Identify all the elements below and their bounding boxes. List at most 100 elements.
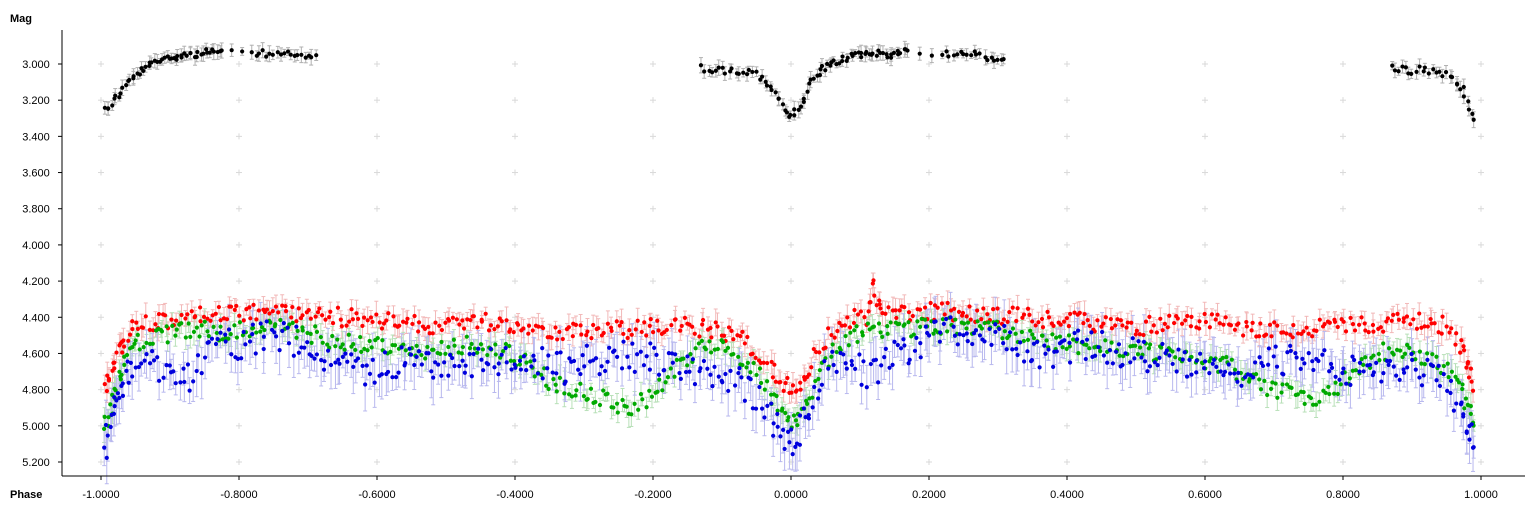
data-point — [360, 323, 365, 329]
data-point — [760, 74, 765, 79]
data-point — [1027, 312, 1032, 317]
data-point — [102, 445, 107, 450]
data-point — [1258, 387, 1264, 392]
data-point — [571, 358, 577, 364]
data-point — [436, 362, 441, 367]
data-point — [906, 310, 912, 315]
data-point — [1015, 306, 1020, 311]
data-point — [825, 61, 830, 66]
data-point — [567, 356, 572, 361]
data-point — [1405, 365, 1410, 370]
data-point — [702, 69, 707, 74]
data-point — [323, 317, 328, 322]
data-point — [218, 324, 223, 329]
data-point — [1413, 367, 1418, 372]
data-point — [1067, 344, 1072, 349]
data-point — [532, 358, 537, 363]
data-point — [121, 338, 126, 343]
data-point — [1409, 351, 1414, 357]
data-point — [234, 335, 239, 340]
data-point — [840, 58, 845, 64]
data-point — [636, 407, 641, 412]
data-point — [364, 363, 369, 368]
data-point — [776, 96, 781, 101]
data-point — [1422, 65, 1427, 70]
data-point — [333, 344, 338, 349]
data-point — [467, 346, 473, 351]
data-point — [1239, 383, 1244, 388]
data-point — [431, 375, 436, 380]
data-point — [1417, 375, 1422, 380]
data-point — [386, 311, 391, 316]
data-point — [1391, 364, 1396, 369]
data-point — [111, 411, 117, 416]
data-point — [1051, 364, 1056, 369]
data-point — [1337, 377, 1342, 382]
grid-cross — [788, 350, 794, 357]
data-point — [169, 317, 174, 322]
data-point — [917, 307, 923, 312]
data-point — [912, 348, 918, 353]
grid-cross — [1202, 278, 1208, 285]
data-point — [1137, 345, 1143, 350]
data-point — [948, 308, 954, 313]
data-point — [1443, 69, 1449, 75]
data-point — [1392, 68, 1398, 73]
data-point — [1143, 319, 1149, 324]
grid-cross — [926, 386, 932, 393]
data-point — [250, 325, 256, 331]
data-point — [1115, 317, 1120, 322]
data-point — [367, 338, 372, 344]
data-point — [312, 356, 317, 361]
data-point — [945, 329, 950, 334]
data-point — [713, 68, 718, 73]
data-point — [1147, 314, 1152, 319]
data-point — [102, 105, 107, 110]
data-point — [790, 383, 796, 388]
data-point — [384, 318, 389, 323]
data-point — [798, 104, 804, 109]
data-point — [1326, 384, 1331, 390]
data-point — [1257, 377, 1262, 382]
data-point — [1244, 319, 1249, 325]
data-point — [1461, 348, 1467, 353]
data-point — [871, 278, 876, 283]
data-point — [124, 352, 130, 358]
data-point — [783, 410, 788, 416]
data-point — [174, 327, 179, 332]
data-point — [140, 325, 146, 330]
data-point — [439, 339, 444, 345]
grid-cross — [374, 459, 380, 465]
data-point — [1444, 324, 1449, 329]
data-point — [1357, 369, 1362, 374]
data-point — [902, 322, 907, 327]
y-tick-label: 4.200 — [22, 276, 50, 288]
data-point — [1340, 370, 1345, 376]
data-point — [1072, 330, 1077, 336]
data-point — [403, 348, 408, 353]
grid-cross — [1340, 205, 1346, 212]
data-point — [1467, 437, 1472, 442]
data-point — [115, 391, 120, 396]
data-point — [708, 372, 713, 377]
data-point — [144, 352, 149, 357]
data-point — [957, 332, 962, 337]
data-point — [456, 350, 461, 355]
data-point — [597, 372, 602, 377]
data-point — [134, 320, 139, 325]
data-point — [1419, 361, 1424, 366]
data-point — [540, 346, 545, 351]
data-point — [620, 397, 625, 403]
data-point — [325, 342, 330, 347]
data-point — [239, 356, 244, 361]
data-point — [264, 307, 270, 312]
data-point — [1213, 317, 1218, 322]
data-point — [333, 360, 338, 365]
data-point — [914, 335, 919, 340]
data-point — [822, 359, 827, 364]
data-point — [566, 392, 572, 397]
data-point — [1432, 321, 1437, 326]
grid-cross — [1202, 205, 1208, 212]
data-point — [1407, 345, 1412, 350]
data-point — [1183, 318, 1188, 323]
